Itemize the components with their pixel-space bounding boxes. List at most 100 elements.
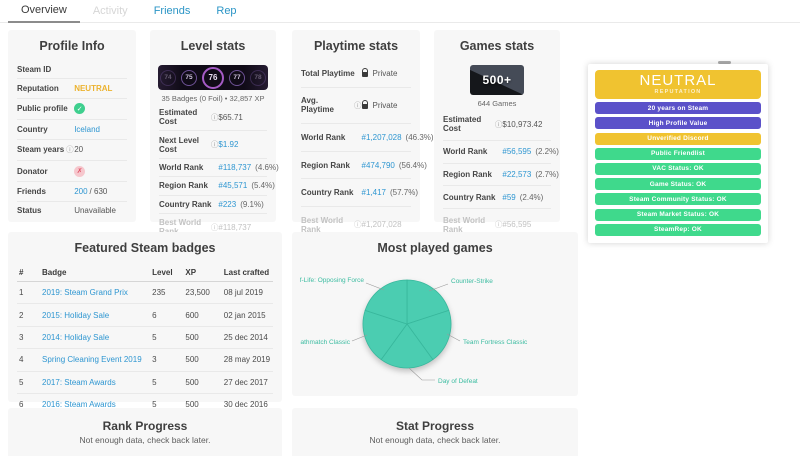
featured-badges-table: # Badge Level XP Last crafted 1 2019: St… [17, 264, 273, 415]
best-world-rank-info-icon[interactable]: ⓘ [354, 220, 362, 230]
best-world-rank-info-icon[interactable]: ⓘ [494, 220, 503, 230]
world-rank-label: World Rank [159, 162, 204, 172]
world-rank-link[interactable]: #1,207,028 [361, 132, 402, 142]
estimated-cost-info-icon[interactable]: ⓘ [494, 119, 503, 129]
steam-years-info-icon[interactable]: ⓘ [66, 145, 74, 155]
cell-level: 5 [150, 326, 184, 350]
country-rank-link[interactable]: #1,417 [361, 188, 386, 198]
donator-cross-icon: ✗ [74, 165, 86, 177]
next-level-cost-value: $1.92 [218, 140, 239, 150]
header-badge[interactable]: Badge [40, 264, 151, 282]
reputation-panel: NEUTRAL REPUTATION 20 years on Steam Hig… [588, 64, 768, 243]
world-rank-label: World Rank [443, 147, 488, 157]
row-donator: Donator ✗ [17, 161, 127, 183]
rep-badge-friendlist: Public Friendlist [595, 147, 761, 160]
reputation-value: NEUTRAL [74, 84, 113, 94]
badge-link[interactable]: 2019: Steam Grand Prix [40, 281, 151, 305]
cell-num: 2 [17, 303, 41, 327]
leader-line [428, 283, 449, 292]
tab-friends[interactable]: Friends [153, 5, 191, 17]
next-level-cost-label: Next Level Cost [159, 135, 200, 154]
table-row: 2 2015: Holiday Sale 6 600 02 jan 2015 [17, 303, 273, 327]
country-rank-link[interactable]: #223 [218, 199, 237, 209]
world-rank-pct: (2.2%) [535, 147, 559, 157]
region-rank-pct: (2.7%) [535, 169, 559, 179]
best-world-rank-label: Best World Rank [159, 218, 202, 236]
cell-num: 5 [17, 371, 41, 394]
country-rank-link[interactable]: #59 [502, 192, 516, 202]
games-stats-card: Games stats 500+ 644 Games Estimated Cos… [434, 30, 560, 234]
profile-info-title: Profile Info [39, 39, 105, 53]
table-row: 5 2017: Steam Awards 5 500 27 dec 2017 [17, 371, 273, 394]
badge-link[interactable]: 2015: Holiday Sale [40, 303, 151, 327]
row-steam-id: Steam ID [17, 60, 127, 80]
pie-slice-deathmatch-classic [362, 309, 408, 361]
cell-crafted: 25 dec 2014 [221, 326, 273, 350]
region-rank-label: Region Rank [443, 169, 492, 179]
table-header-row: # Badge Level XP Last crafted [17, 264, 273, 282]
level-stats-card: Level stats 74 75 76 77 78 35 Badges (0 … [150, 30, 279, 236]
pie-slice-team-fortress-classic [406, 309, 452, 361]
cell-crafted: 02 jan 2015 [221, 303, 273, 327]
tab-activity[interactable]: Activity [92, 5, 128, 17]
profile-info-card: Profile Info Steam ID Reputation NEUTRAL… [8, 30, 136, 222]
pie-label-deathmatch-classic: Deathmatch Classic [300, 339, 351, 346]
region-rank-link[interactable]: #474,790 [361, 160, 395, 170]
pie-label-half-life-opposing-force: Half-Life: Opposing Force [300, 277, 364, 284]
playtime-stats-title: Playtime stats [313, 39, 399, 53]
table-row: 1 2019: Steam Grand Prix 235 23,500 08 j… [17, 281, 273, 305]
badge-link[interactable]: 2016: Steam Awards [42, 400, 116, 410]
public-profile-check-icon: ✓ [74, 103, 86, 115]
pie-slice-counter-strike [406, 279, 450, 325]
estimated-cost-info-icon[interactable]: ⓘ [210, 112, 219, 122]
avg-playtime-info-icon[interactable]: ⓘ [354, 100, 362, 110]
region-rank-link[interactable]: #22,573 [502, 169, 532, 179]
playtime-stats-card: Playtime stats Total Playtime Private Av… [292, 30, 434, 234]
region-rank-label: Region Rank [159, 181, 208, 191]
best-world-rank-info-icon[interactable]: ⓘ [210, 222, 219, 232]
cell-xp: 500 [185, 400, 199, 410]
level-badge-78: 78 [250, 69, 266, 86]
level-badge-76-current: 76 [202, 66, 224, 89]
header-num[interactable]: # [17, 264, 41, 282]
leader-line [351, 334, 368, 342]
cell-level: 3 [150, 348, 184, 372]
games-stats-title: Games stats [459, 39, 535, 53]
header-level[interactable]: Level [150, 264, 184, 282]
avg-playtime-value: Private [372, 100, 398, 110]
pie-slice-half-life-opposing-force [364, 279, 408, 325]
region-rank-link[interactable]: #45,571 [218, 181, 248, 191]
cell-level: 5 [150, 371, 184, 394]
rep-badge-vac: VAC Status: OK [595, 162, 761, 175]
header-xp[interactable]: XP [183, 264, 222, 282]
best-world-rank-value: #118,737 [218, 222, 252, 232]
country-label: Country [17, 124, 48, 134]
next-level-cost-info-icon[interactable]: ⓘ [210, 140, 219, 150]
tab-rep[interactable]: Rep [216, 5, 237, 17]
row-playtime-world-rank: World Rank #1,207,028 (46.3%) [301, 124, 434, 152]
donator-label: Donator [17, 166, 48, 176]
header-crafted[interactable]: Last crafted [221, 264, 273, 282]
leader-line [446, 333, 461, 342]
badge-link[interactable]: Spring Cleaning Event 2019 [40, 348, 151, 372]
rep-badge-market: Steam Market Status: OK [595, 208, 761, 221]
badge-link[interactable]: 2017: Steam Awards [40, 371, 151, 394]
best-world-rank-value: #1,207,028 [361, 220, 402, 230]
world-rank-link[interactable]: #118,737 [218, 162, 252, 172]
world-rank-pct: (4.6%) [255, 162, 279, 172]
rep-badge-steamrep: SteamRep: OK [595, 223, 761, 236]
tab-overview[interactable]: Overview [8, 0, 80, 23]
panel-scroll-handle[interactable] [718, 61, 731, 64]
reputation-status-text: NEUTRAL [639, 72, 717, 89]
friends-count-link[interactable]: 200 [74, 186, 88, 196]
row-level-region-rank: Region Rank #45,571 (5.4%) [159, 177, 275, 196]
table-row: 4 Spring Cleaning Event 2019 3 500 28 ma… [17, 348, 273, 372]
most-played-games-title: Most played games [377, 241, 493, 255]
row-total-playtime: Total Playtime Private [301, 60, 411, 88]
world-rank-link[interactable]: #56,595 [502, 147, 532, 157]
row-next-level-cost: Next Level Cost ⓘ $1.92 [159, 131, 267, 159]
badge-link[interactable]: 2014: Holiday Sale [40, 326, 151, 350]
rep-badge-community: Steam Community Status: OK [595, 193, 761, 206]
country-link[interactable]: Iceland [74, 124, 100, 134]
